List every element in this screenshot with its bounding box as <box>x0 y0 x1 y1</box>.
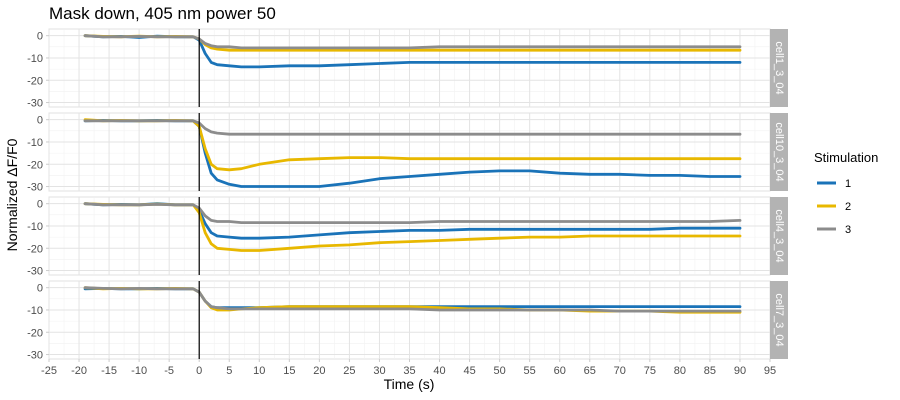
x-tick-label: 65 <box>584 365 596 377</box>
facet-strip <box>770 113 788 191</box>
series-line-3 <box>83 119 742 136</box>
x-tick-label: 25 <box>343 365 355 377</box>
y-tick-label: 0 <box>37 199 43 211</box>
y-tick-label: -20 <box>27 159 43 171</box>
legend: Stimulation 1 2 3 <box>814 150 878 236</box>
y-tick-label: 0 <box>37 115 43 127</box>
x-axis-title: Time (s) <box>384 376 435 392</box>
x-tick-label: 15 <box>283 365 295 377</box>
x-tick-label: 60 <box>554 365 566 377</box>
x-tick-label: -25 <box>41 365 57 377</box>
facet-strip-label: cell7_3_04 <box>773 293 785 346</box>
legend-label-3: 3 <box>845 224 851 236</box>
y-tick-label: -30 <box>27 98 43 110</box>
x-tick-label: 90 <box>734 365 746 377</box>
x-tick-label: -20 <box>71 365 87 377</box>
series-line-3 <box>83 286 742 313</box>
x-tick-label: 10 <box>253 365 265 377</box>
y-tick-label: -10 <box>27 305 43 317</box>
y-tick-label: 0 <box>37 31 43 43</box>
x-tick-label: 5 <box>226 365 232 377</box>
y-tick-label: -20 <box>27 243 43 255</box>
facet-panel: 0 -10 -20 -30 cell4_3_04 <box>27 196 788 278</box>
y-tick-label: -10 <box>27 53 43 65</box>
y-tick-label: -30 <box>27 182 43 194</box>
legend-title: Stimulation <box>814 150 878 165</box>
y-tick-label: -30 <box>27 266 43 278</box>
x-tick-label: 45 <box>463 365 475 377</box>
x-tick-label: 50 <box>494 365 506 377</box>
x-tick-label: 55 <box>524 365 536 377</box>
x-tick-label: 75 <box>644 365 656 377</box>
y-axis-title: Normalized ΔF/F0 <box>4 138 20 251</box>
x-tick-label: 40 <box>433 365 445 377</box>
x-tick-label: 70 <box>614 365 626 377</box>
facet-panels: 0 -10 -20 -30 cell1_3_04 0 -10 -20 -30 cell10_3_0… <box>27 28 788 362</box>
x-tick-label: -5 <box>164 365 174 377</box>
x-tick-label: 35 <box>403 365 415 377</box>
chart-title: Mask down, 405 nm power 50 <box>49 4 276 23</box>
x-tick-label: -10 <box>131 365 147 377</box>
y-tick-label: 0 <box>37 283 43 295</box>
legend-label-2: 2 <box>845 201 851 213</box>
facet-strip <box>770 29 788 107</box>
x-tick-label: 20 <box>313 365 325 377</box>
series-line-3 <box>83 34 742 50</box>
facet-strip-label: cell10_3_04 <box>773 122 785 181</box>
y-tick-label: -10 <box>27 221 43 233</box>
x-tick-label: 80 <box>674 365 686 377</box>
facet-panel: 0 -10 -20 -30 cell7_3_04 <box>27 280 788 362</box>
x-tick-label: 0 <box>196 365 202 377</box>
x-axis: -25 -20 -15 -10 -5 0 5 10 15 20 25 30 35 40 45 50 55 60 65… <box>41 359 776 377</box>
y-tick-label: -20 <box>27 327 43 339</box>
y-tick-label: -10 <box>27 137 43 149</box>
legend-items: 1 2 3 <box>817 178 851 236</box>
legend-label-1: 1 <box>845 178 851 190</box>
x-tick-label: 30 <box>373 365 385 377</box>
facet-strip <box>770 281 788 359</box>
facet-strip <box>770 197 788 275</box>
x-tick-label: 95 <box>764 365 776 377</box>
facet-panel: 0 -10 -20 -30 cell1_3_04 <box>27 28 788 110</box>
x-tick-label: -15 <box>101 365 117 377</box>
facet-strip-label: cell4_3_04 <box>773 209 785 262</box>
y-tick-label: -20 <box>27 75 43 87</box>
facet-panel: 0 -10 -20 -30 cell10_3_04 <box>27 112 788 194</box>
facet-strip-label: cell1_3_04 <box>773 41 785 94</box>
series-line-3 <box>83 202 742 225</box>
y-tick-label: -30 <box>27 350 43 362</box>
x-tick-label: 85 <box>704 365 716 377</box>
